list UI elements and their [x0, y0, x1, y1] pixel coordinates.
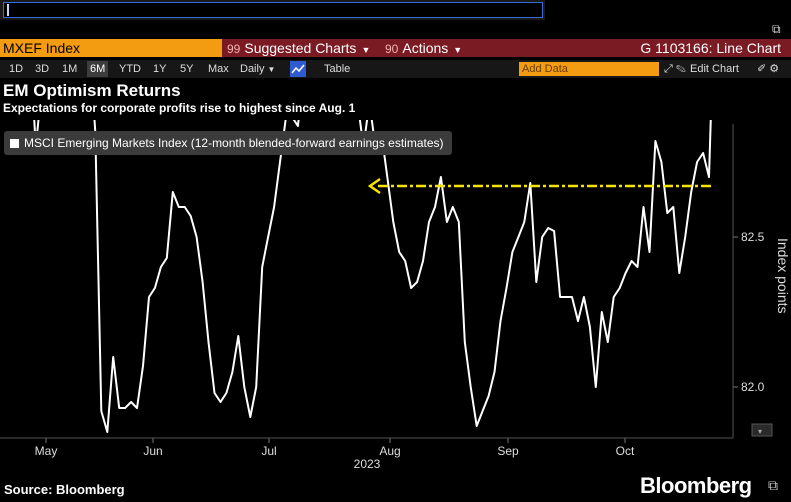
- export-icon[interactable]: ⧉: [768, 477, 778, 493]
- range-6m[interactable]: 6M: [87, 61, 109, 77]
- edit-chart-button[interactable]: Edit Chart: [690, 63, 739, 75]
- settings-icon[interactable]: ⚙: [769, 63, 780, 75]
- legend-label: MSCI Emerging Markets Index (12-month bl…: [24, 136, 444, 150]
- menu-label: Suggested Charts: [244, 40, 357, 56]
- y-axis-labels: 82.082.583.083.5: [741, 230, 765, 394]
- x-tick-label: Sep: [497, 444, 519, 458]
- bloomberg-logo: Bloomberg: [640, 473, 752, 498]
- frequency-select[interactable]: Daily ▼: [237, 61, 278, 77]
- chart-subtitle: Expectations for corporate profits rise …: [3, 101, 356, 115]
- legend-swatch: [10, 139, 19, 148]
- x-tick-label: Oct: [616, 444, 635, 458]
- actions-menu[interactable]: 90 Actions ▼: [385, 39, 462, 57]
- caret-down-icon: ▼: [453, 45, 463, 55]
- range-1y[interactable]: 1Y: [153, 63, 167, 75]
- range-max[interactable]: Max: [208, 63, 229, 75]
- pencil-icon[interactable]: ✎: [675, 63, 686, 75]
- line-chart-icon-graphic: [291, 64, 305, 74]
- caret-down-icon: ▾: [758, 427, 762, 436]
- x-tick-label: Jul: [261, 444, 276, 458]
- expand-arrows-icon[interactable]: ⤢: [664, 63, 673, 75]
- toolbar-tools: ⤢ ✎: [664, 61, 686, 77]
- expand-window-icon[interactable]: ⧉: [772, 22, 781, 36]
- caret-down-icon: ▼: [361, 45, 371, 55]
- year-label: 2023: [354, 457, 381, 471]
- grid-lines: [45, 236, 738, 443]
- y-tick-label: 82.0: [741, 380, 765, 394]
- range-1m[interactable]: 1M: [62, 63, 78, 75]
- chart-title: EM Optimism Returns: [3, 81, 181, 100]
- source-note: Source: Bloomberg: [4, 482, 125, 497]
- edit-icon[interactable]: ✐: [757, 63, 767, 75]
- text-cursor: [7, 4, 9, 16]
- x-axis-labels: May Jun Jul Aug Sep Oct: [35, 444, 635, 458]
- caret-down-icon: ▼: [267, 65, 276, 74]
- graph-title: G 1103166: Line Chart: [640, 40, 781, 56]
- range-1d[interactable]: 1D: [9, 63, 24, 75]
- range-5y[interactable]: 5Y: [180, 63, 194, 75]
- y-tick-label: 82.5: [741, 230, 765, 244]
- menu-number: 99: [227, 42, 241, 56]
- x-tick-label: Aug: [379, 444, 400, 458]
- range-3d[interactable]: 3D: [35, 63, 50, 75]
- toolbar-end-tools: ✐ ⚙: [757, 61, 779, 77]
- suggested-charts-menu[interactable]: 99 Suggested Charts ▼: [227, 39, 370, 57]
- frequency-value: Daily: [240, 63, 265, 75]
- table-button[interactable]: Table: [324, 63, 351, 75]
- annotation-arrowhead: [367, 177, 381, 195]
- menu-number: 90: [385, 42, 399, 56]
- range-ytd[interactable]: YTD: [119, 63, 141, 75]
- y-axis-title: Index points: [775, 238, 791, 314]
- x-tick-label: Jun: [143, 444, 162, 458]
- legend: MSCI Emerging Markets Index (12-month bl…: [4, 131, 452, 155]
- menu-label: Actions: [402, 40, 449, 56]
- line-chart-icon[interactable]: [290, 61, 306, 77]
- axis-scale-toggle[interactable]: [751, 423, 773, 437]
- add-data-input[interactable]: Add Data: [519, 62, 659, 76]
- x-tick-label: May: [35, 444, 58, 458]
- command-input[interactable]: [3, 2, 543, 18]
- series-line: [33, 120, 712, 433]
- ticker-field[interactable]: MXEF Index: [0, 39, 222, 57]
